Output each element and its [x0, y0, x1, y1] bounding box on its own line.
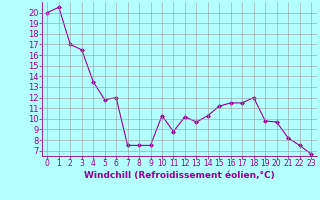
X-axis label: Windchill (Refroidissement éolien,°C): Windchill (Refroidissement éolien,°C) — [84, 171, 275, 180]
